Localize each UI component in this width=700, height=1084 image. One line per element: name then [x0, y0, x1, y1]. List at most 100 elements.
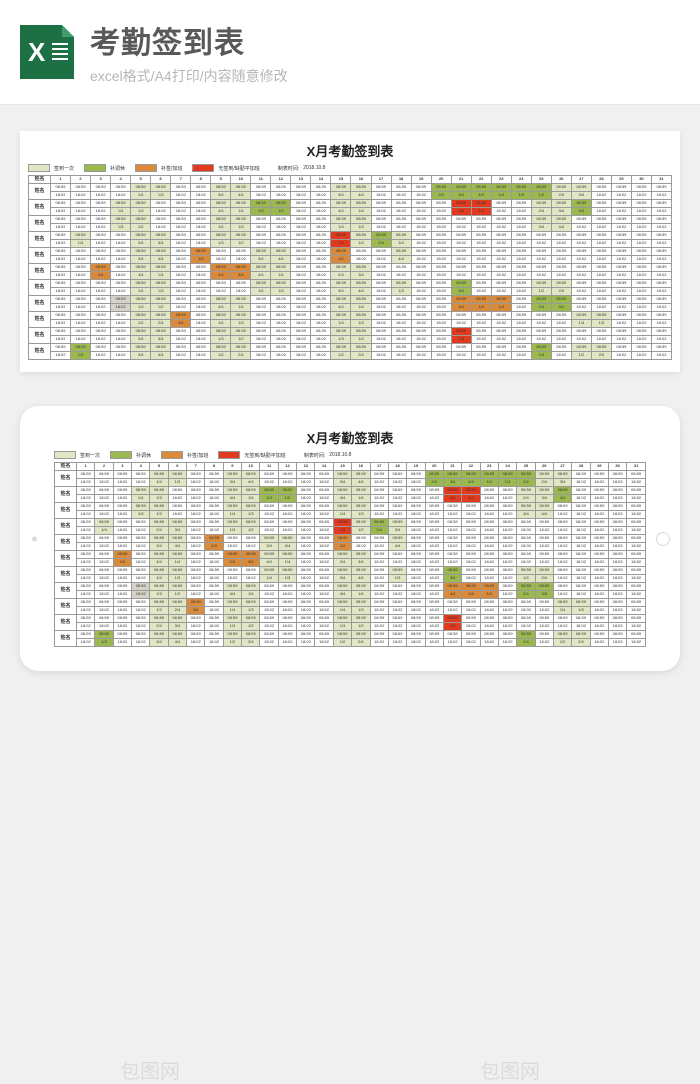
header-day: 29: [590, 463, 608, 471]
cell-bot: 18:02: [260, 527, 278, 535]
cell-top: 08:59: [352, 631, 370, 639]
cell-top: 08:59: [627, 615, 646, 623]
table-row: 18:0218:0218:0218:021/41/318:0218:023/44…: [29, 192, 672, 200]
cell-bot: 18:02: [411, 256, 431, 264]
cell-bot: 18:02: [297, 495, 315, 503]
cell-top: 08:59: [205, 615, 223, 623]
table-row: 18:0218:0218:0218:021/41/318:0218:0218:0…: [29, 288, 672, 296]
cell-top: 08:59: [151, 296, 171, 304]
cell-bot: 4/4: [168, 543, 186, 551]
cell-top: 08:59: [187, 551, 205, 559]
cell-bot: 18:02: [113, 511, 131, 519]
cell-bot: 18:02: [431, 272, 451, 280]
cell-top: 08:59: [297, 471, 315, 479]
cell-top: 08:59: [168, 535, 186, 543]
header-day: 10: [242, 463, 260, 471]
cell-bot: 18:02: [291, 272, 311, 280]
cell-top: 08:59: [491, 296, 511, 304]
cell-top: 08:59: [511, 216, 531, 224]
cell-top: 08:59: [388, 599, 406, 607]
cell-top: 08:59: [443, 615, 461, 623]
cell-top: 08:59: [205, 551, 223, 559]
cell-bot: 3/4: [551, 208, 571, 216]
cell-top: 08:59: [391, 312, 411, 320]
cell-bot: 18:02: [571, 336, 591, 344]
cell-bot: 18:02: [370, 511, 388, 519]
cell-bot: 1/3: [480, 591, 498, 599]
cell-top: 08:59: [333, 599, 351, 607]
cell-top: 08:59: [191, 296, 211, 304]
cell-top: 08:59: [151, 200, 171, 208]
cell-top: 08:59: [333, 551, 351, 559]
cell-bot: 18:02: [51, 272, 71, 280]
cell-bot: 18:02: [511, 224, 531, 232]
cell-bot: 1/3: [95, 639, 113, 647]
cell-bot: 18:02: [471, 320, 491, 328]
cell-bot: 18:02: [462, 607, 480, 615]
cell-top: 08:59: [391, 216, 411, 224]
cell-bot: 1/3: [132, 511, 150, 519]
cell-top: 08:59: [352, 503, 370, 511]
cell-bot: 18:02: [531, 240, 551, 248]
cell-bot: 3/4: [333, 575, 351, 583]
cell-bot: 18:02: [535, 623, 553, 631]
cell-top: 08:59: [551, 200, 571, 208]
cell-top: 08:59: [451, 232, 471, 240]
cell-bot: 18:02: [431, 352, 451, 360]
cell-top: 08:59: [551, 232, 571, 240]
cell-bot: 18:02: [315, 607, 333, 615]
table-row: 18:0218:022/418:024/41/418:0218:022/43/4…: [55, 559, 646, 567]
cell-bot: 1/2: [331, 352, 351, 360]
cell-bot: 18:02: [297, 607, 315, 615]
cell-bot: 18:02: [480, 511, 498, 519]
cell-bot: 18:02: [95, 543, 113, 551]
cell-bot: 18:02: [77, 479, 95, 487]
cell-top: 08:59: [391, 328, 411, 336]
cell-top: 08:59: [351, 200, 371, 208]
cell-top: 08:59: [132, 599, 150, 607]
cell-bot: 18:02: [407, 559, 425, 567]
cell-bot: 1/2: [231, 336, 251, 344]
cell-bot: 3/4: [171, 320, 191, 328]
cell-top: 08:59: [480, 519, 498, 527]
cell-bot: 1/2: [333, 543, 351, 551]
table-row: 姓名08:5908:5908:5908:5908:5908:5908:5908:…: [29, 248, 672, 256]
cell-top: 08:59: [608, 471, 626, 479]
cell-bot: 1/3: [351, 224, 371, 232]
header-day: 15: [331, 176, 351, 184]
cell-top: 08:59: [211, 232, 231, 240]
cell-bot: 2/4: [371, 240, 391, 248]
cell-top: 08:59: [315, 503, 333, 511]
cell-top: 08:59: [271, 312, 291, 320]
header-day: 7: [187, 463, 205, 471]
cell-top: 08:59: [111, 232, 131, 240]
cell-top: 08:59: [535, 583, 553, 591]
cell-bot: 18:02: [480, 575, 498, 583]
cell-top: 08:59: [352, 519, 370, 527]
cell-bot: 1/4: [131, 288, 151, 296]
cell-bot: 2/4: [370, 527, 388, 535]
cell-top: 08:59: [111, 216, 131, 224]
table-header-row: 姓名12345678910111213141516171819202122232…: [29, 176, 672, 184]
row-name: 姓名: [29, 232, 51, 248]
cell-bot: 18:02: [608, 495, 626, 503]
cell-top: 08:59: [551, 184, 571, 192]
cell-top: 08:59: [411, 296, 431, 304]
cell-bot: 4/4: [351, 192, 371, 200]
header-day: 28: [572, 463, 590, 471]
cell-top: 08:59: [91, 216, 111, 224]
cell-top: 08:59: [571, 216, 591, 224]
cell-top: 08:59: [535, 503, 553, 511]
cell-bot: 18:02: [451, 352, 471, 360]
cell-bot: 18:02: [91, 224, 111, 232]
cell-top: 08:59: [242, 583, 260, 591]
cell-bot: 18:02: [113, 639, 131, 647]
cell-bot: 18:02: [590, 511, 608, 519]
cell-bot: 18:02: [451, 224, 471, 232]
cell-bot: 18:02: [571, 256, 591, 264]
cell-top: 08:59: [297, 535, 315, 543]
sheet-preview-plain: X月考勤签到表签到一次补调休补签/加班无签到/缺勤平加班制表时间:2018.10…: [20, 131, 680, 372]
cell-bot: 18:02: [498, 623, 516, 631]
cell-top: 08:59: [150, 599, 168, 607]
cell-bot: 18:02: [411, 304, 431, 312]
